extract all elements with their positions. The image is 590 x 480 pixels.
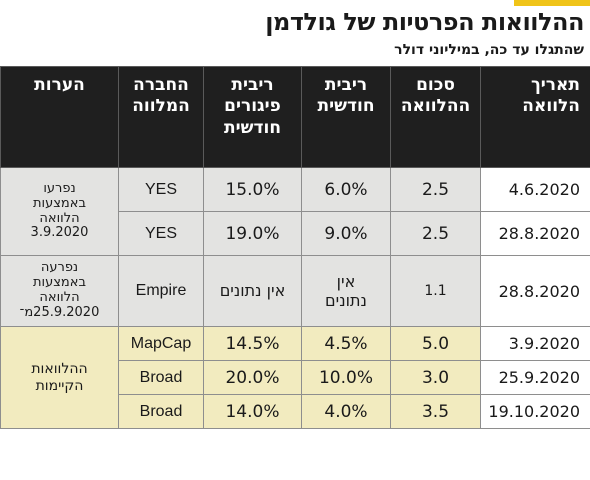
cell-date: 28.8.2020 bbox=[480, 211, 590, 256]
header-amount: סכום ההלוואה bbox=[390, 66, 481, 168]
cell-lender: Empire bbox=[118, 255, 204, 327]
table-row: Broad 20.0% 10.0% 3.0 25.9.2020 bbox=[1, 360, 590, 395]
cell-amount: 2.5 bbox=[390, 167, 481, 212]
table-row: YES 19.0% 9.0% 2.5 28.8.2020 bbox=[1, 211, 590, 256]
accent-bar bbox=[514, 0, 590, 6]
cell-date: 4.6.2020 bbox=[480, 167, 590, 212]
cell-amount: 1.1 bbox=[390, 255, 481, 327]
table-header-row: הערות החברה המלווה ריבית פיגורים חודשית … bbox=[0, 66, 590, 168]
page-title: ההלוואות הפרטיות של גולדמן bbox=[265, 8, 584, 36]
cell-late-rate: 15.0% bbox=[203, 167, 302, 212]
cell-monthly-rate: 10.0% bbox=[301, 360, 391, 395]
cell-lender: MapCap bbox=[118, 326, 204, 361]
note-yes-repaid: נפרעו באמצעות הלוואה 3.9.2020 bbox=[0, 167, 119, 256]
cell-amount: 5.0 bbox=[390, 326, 481, 361]
cell-date: 28.8.2020 bbox=[480, 255, 590, 327]
note-empire-repaid: נפרעה באמצעות הלוואה 25.9.2020מ־ bbox=[0, 255, 119, 327]
cell-lender: YES bbox=[118, 211, 204, 256]
cell-late-rate: 14.5% bbox=[203, 326, 302, 361]
page-subtitle: שהתגלו עד כה, במיליוני דולר bbox=[394, 42, 584, 58]
cell-monthly-rate: 4.5% bbox=[301, 326, 391, 361]
header-notes: הערות bbox=[0, 66, 119, 168]
cell-late-rate: 20.0% bbox=[203, 360, 302, 395]
table-row: נפרעו באמצעות הלוואה 3.9.2020 YES 15.0% … bbox=[0, 167, 590, 256]
cell-late-rate: 19.0% bbox=[203, 211, 302, 256]
cell-date: 19.10.2020 bbox=[480, 394, 590, 429]
header-late-rate: ריבית פיגורים חודשית bbox=[203, 66, 302, 168]
header-lender: החברה המלווה bbox=[118, 66, 204, 168]
cell-monthly-rate: אין נתונים bbox=[301, 255, 391, 327]
cell-monthly-rate: 9.0% bbox=[301, 211, 391, 256]
cell-amount: 3.0 bbox=[390, 360, 481, 395]
cell-late-rate: 14.0% bbox=[203, 394, 302, 429]
table-row: ההלוואות הקיימות MapCap 14.5% 4.5% 5.0 3… bbox=[0, 326, 590, 429]
cell-amount: 3.5 bbox=[390, 394, 481, 429]
cell-late-rate: אין נתונים bbox=[203, 255, 302, 327]
cell-date: 3.9.2020 bbox=[480, 326, 590, 361]
cell-date: 25.9.2020 bbox=[480, 360, 590, 395]
header-date: תאריך הלוואה bbox=[480, 66, 590, 168]
cell-lender: Broad bbox=[118, 360, 204, 395]
note-current-loans: ההלוואות הקיימות bbox=[0, 326, 119, 429]
cell-lender: Broad bbox=[118, 394, 204, 429]
table-row: Broad 14.0% 4.0% 3.5 19.10.2020 bbox=[1, 394, 590, 429]
table-row: נפרעה באמצעות הלוואה 25.9.2020מ־ Empire … bbox=[0, 255, 590, 327]
cell-monthly-rate: 6.0% bbox=[301, 167, 391, 212]
cell-amount: 2.5 bbox=[390, 211, 481, 256]
cell-monthly-rate: 4.0% bbox=[301, 394, 391, 429]
header-monthly-rate: ריבית חודשית bbox=[301, 66, 391, 168]
loans-table: הערות החברה המלווה ריבית פיגורים חודשית … bbox=[0, 66, 590, 429]
cell-lender: YES bbox=[118, 167, 204, 212]
